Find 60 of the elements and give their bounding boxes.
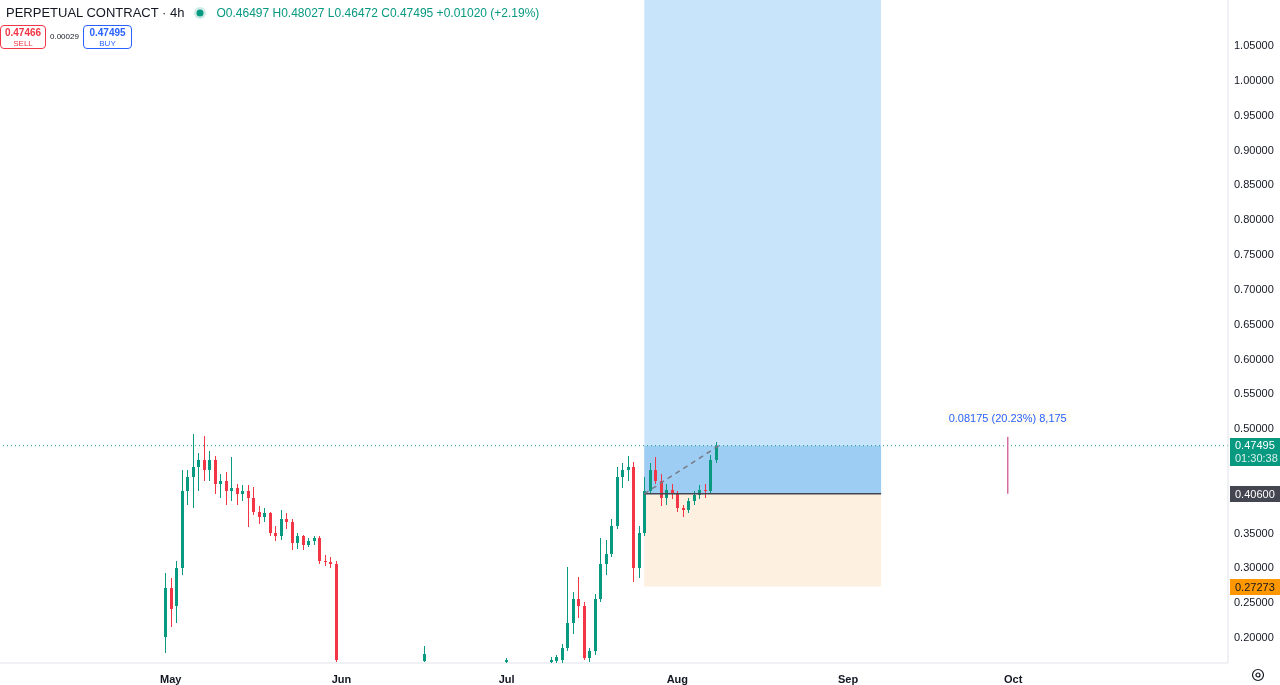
candlestick — [219, 473, 222, 499]
annotation: 0.00029 — [50, 32, 79, 41]
candlestick — [170, 577, 173, 628]
candlestick — [324, 554, 327, 567]
text: 01:30:38 — [1235, 451, 1278, 464]
candlestick — [605, 539, 608, 576]
annotation: 0.47466 — [4, 27, 42, 38]
candlestick — [214, 455, 217, 495]
annotation: 0.47495 — [89, 27, 126, 38]
candlestick — [186, 469, 189, 506]
candlestick — [621, 462, 624, 489]
y-tick-label: 0.75000 — [1234, 248, 1274, 261]
candlestick — [230, 456, 233, 502]
annotation: SELL — [13, 39, 33, 48]
candlestick — [676, 490, 679, 513]
candlestick — [236, 483, 239, 506]
candlestick — [269, 511, 272, 537]
y-tick-label: 0.85000 — [1234, 178, 1274, 191]
y-tick-label: 0.20000 — [1234, 631, 1274, 644]
y-tick-label: 0.90000 — [1234, 143, 1274, 156]
x-tick-label: Aug — [666, 672, 689, 685]
text: 0.27273 — [1235, 580, 1275, 593]
candlestick — [654, 456, 657, 485]
annotation: 0.08175 (20.23%) 8,175 — [948, 411, 1067, 424]
candlestick — [561, 643, 564, 663]
x-tick-label: Jun — [331, 672, 352, 685]
candlestick — [280, 509, 283, 541]
y-tick-label: 0.60000 — [1234, 352, 1274, 365]
candlestick — [208, 450, 211, 482]
candlestick — [291, 518, 294, 551]
y-tick-label: 0.65000 — [1234, 317, 1274, 330]
candlestick — [225, 471, 228, 506]
candlestick — [627, 455, 630, 482]
candlestick — [318, 535, 321, 565]
candlestick — [247, 484, 250, 528]
x-tick-label: Jul — [498, 672, 515, 685]
y-tick-label: 1.05000 — [1234, 39, 1274, 52]
text: 0.40600 — [1235, 487, 1275, 500]
y-tick-label: 0.50000 — [1234, 422, 1274, 435]
y-tick-label: 0.25000 — [1234, 596, 1274, 609]
candlestick — [252, 486, 255, 516]
y-tick-label: 1.00000 — [1234, 73, 1274, 86]
candlestick — [203, 435, 206, 482]
candlestick — [649, 462, 652, 495]
candlestick — [577, 576, 580, 619]
ref-line-label: 0.47495 — [1235, 438, 1275, 451]
y-tick-label: 0.70000 — [1234, 282, 1274, 295]
text: O0.46497 H0.48027 L0.46472 C0.47495 +0.01020 (+2.19%) — [216, 5, 540, 20]
annotation: BUY — [99, 39, 116, 48]
y-tick-label: 0.55000 — [1234, 387, 1274, 400]
chart-title: PERPETUAL CONTRACT · 4h — [6, 5, 185, 20]
x-tick-label: May — [160, 672, 183, 685]
x-tick-label: Oct — [1004, 672, 1023, 685]
y-tick-label: 0.35000 — [1234, 526, 1274, 539]
y-tick-label: 0.30000 — [1234, 561, 1274, 574]
x-tick-label: Sep — [837, 672, 859, 685]
candlestick — [572, 591, 575, 635]
y-tick-label: 0.80000 — [1234, 213, 1274, 226]
y-tick-label: 0.95000 — [1234, 108, 1274, 121]
candlestick — [197, 452, 200, 492]
